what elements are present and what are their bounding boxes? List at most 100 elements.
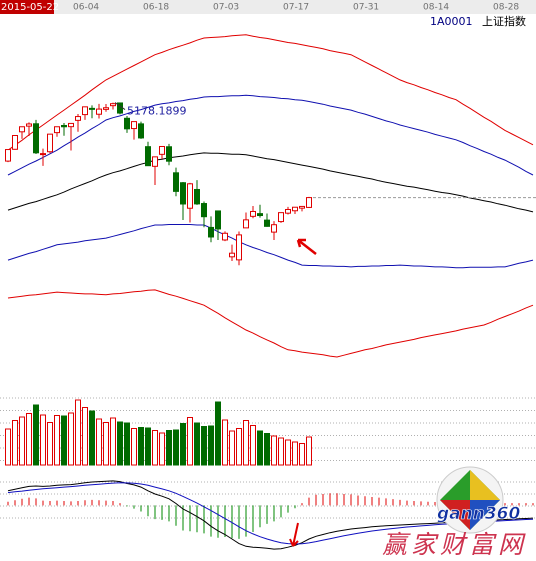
volume-bar (33, 404, 39, 466)
logo-shape (470, 500, 500, 530)
volume-bar (61, 415, 67, 466)
candle-body (131, 121, 137, 130)
candle-body (173, 172, 179, 192)
candle-body (12, 134, 18, 150)
candle-body (278, 212, 284, 223)
logo-text: gann360 (437, 504, 521, 524)
volume-bar (222, 419, 228, 466)
arrow (296, 238, 317, 255)
candle-body (180, 182, 186, 205)
volume-bar (47, 422, 53, 466)
volume-bar (201, 426, 207, 466)
candle-body (145, 146, 151, 167)
macd-line (7, 482, 534, 545)
candle-body (26, 123, 32, 127)
candle-body (306, 197, 312, 208)
volume-bar (68, 412, 74, 466)
candle-body (33, 123, 39, 154)
x-tick-label: 07-31 (353, 3, 379, 13)
candle-body (89, 107, 95, 110)
candle-body (5, 149, 11, 162)
candle-body (222, 232, 228, 241)
candle-body (194, 188, 200, 205)
candle-body (96, 108, 102, 115)
volume-bar (208, 425, 214, 466)
x-tick-label: 07-03 (213, 3, 239, 13)
candle-body (68, 122, 74, 128)
candle-body (40, 153, 46, 156)
candle-body (103, 107, 109, 110)
band-line (7, 152, 534, 213)
candle-body (19, 126, 25, 133)
candle-body (271, 224, 277, 233)
volume-bar (89, 410, 95, 466)
candle-body (201, 203, 207, 218)
volume-bar (187, 417, 193, 466)
candle-body (166, 146, 172, 162)
volume-bar (96, 418, 102, 466)
volume-bar (278, 437, 284, 466)
candle-body (138, 123, 144, 139)
volume-bar (12, 420, 18, 466)
candle-body (208, 226, 214, 238)
candle-body (299, 205, 305, 209)
candle-body (264, 219, 270, 227)
x-tick-label: 08-28 (493, 3, 519, 13)
band-line (7, 289, 534, 358)
volume-bar (285, 439, 291, 466)
volume-bar (236, 428, 242, 466)
volume-bar (103, 422, 109, 466)
annotation-leader (114, 102, 126, 110)
band-line (7, 34, 534, 151)
volume-bar (257, 430, 263, 466)
candle-body (250, 210, 256, 217)
date-highlight (0, 0, 54, 14)
date-bar (0, 0, 536, 14)
candle-body (285, 208, 291, 214)
volume-bar (138, 427, 144, 466)
logo-shape (470, 470, 500, 500)
candle-body (292, 206, 298, 212)
x-tick-label: 08-14 (423, 3, 449, 13)
candle-body (124, 117, 130, 130)
candle-body (61, 124, 67, 128)
arrow (289, 522, 299, 547)
volume-bar (131, 428, 137, 466)
volume-bar (264, 433, 270, 466)
x-tick-label: 06-04 (73, 3, 99, 13)
volume-bar (229, 430, 235, 466)
volume-bar (124, 422, 130, 466)
volume-bar (19, 416, 25, 466)
volume-bar (117, 421, 123, 466)
volume-bar (110, 417, 116, 466)
volume-bar (194, 422, 200, 466)
watermark-text: 赢家财富网 (382, 530, 527, 559)
candle-body (152, 156, 158, 167)
volume-bar (26, 413, 32, 466)
volume-bar (152, 430, 158, 466)
volume-bar (173, 429, 179, 466)
index-name: 上证指数 (482, 14, 526, 28)
volume-bar (145, 427, 151, 466)
logo: gann360 (436, 466, 521, 534)
volume-bar (292, 441, 298, 466)
x-tick-label: 2015-05-22 (1, 2, 59, 13)
volume-bar (159, 432, 165, 466)
candle-body (82, 106, 88, 116)
volume-bar (243, 420, 249, 466)
volume-bar (82, 407, 88, 466)
candle-body (243, 219, 249, 229)
band-line (7, 94, 534, 176)
volume-bar (215, 401, 221, 466)
candle-body (215, 210, 221, 230)
candle-body (236, 234, 242, 261)
candle-body (54, 126, 60, 134)
volume-bar (166, 430, 172, 466)
volume-bar (271, 435, 277, 466)
x-tick-label: 07-17 (283, 3, 309, 13)
candle-body (75, 116, 81, 121)
volume-bar (299, 443, 305, 466)
